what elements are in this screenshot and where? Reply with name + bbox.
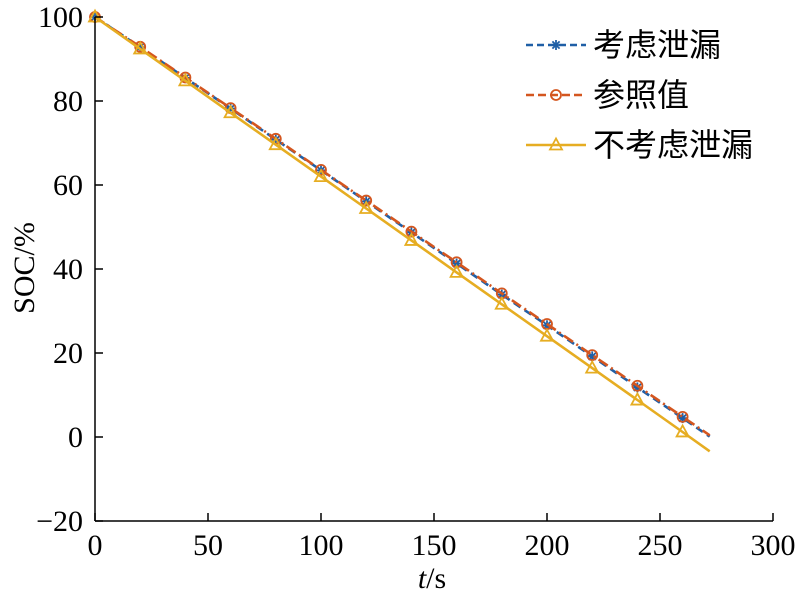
series-3-point [494, 295, 510, 310]
series-3-point [223, 104, 239, 119]
legend: 考虑泄漏 参照值 不考虑泄漏 [526, 27, 753, 163]
series-3-point [177, 72, 193, 87]
y-tick-label: 20 [53, 337, 83, 370]
series-3-point [539, 327, 555, 342]
series-3-line [94, 15, 711, 453]
series-2-point [631, 379, 644, 392]
series-3-point [132, 40, 148, 55]
y-tick-label: 0 [68, 421, 83, 454]
series-2-point [360, 194, 373, 207]
legend-entry-2: 参照值 [526, 77, 689, 113]
legend-label: 参照值 [593, 77, 689, 113]
x-tick-label: 50 [193, 529, 223, 562]
y-tick-label: 60 [53, 169, 83, 202]
x-axis-symbol: t [418, 562, 427, 595]
y-tick-label: −20 [36, 505, 83, 538]
series-3 [87, 8, 711, 453]
series-2-point [315, 163, 327, 176]
series-3-point [403, 232, 419, 246]
x-tick-label: 150 [412, 529, 457, 562]
x-tick-label: 300 [751, 529, 796, 562]
series-3-point [584, 359, 600, 374]
y-tick-label: 40 [53, 253, 83, 286]
x-axis-unit: /s [426, 562, 446, 595]
x-axis-label: t/s [418, 562, 446, 595]
x-tick-label: 0 [88, 529, 103, 562]
series-3-point [629, 391, 645, 406]
plot-series [87, 8, 711, 453]
series-3-point [268, 136, 284, 151]
legend-label: 不考虑泄漏 [593, 127, 753, 163]
series-3-point [449, 263, 465, 278]
series-3-point [675, 423, 691, 438]
legend-entry-3: 不考虑泄漏 [526, 127, 753, 163]
y-tick-label: 100 [38, 1, 83, 34]
x-tick-label: 200 [525, 529, 570, 562]
legend-marker [550, 89, 562, 101]
y-tick-label: 80 [53, 85, 83, 118]
series-2-point [405, 225, 418, 238]
legend-label: 考虑泄漏 [593, 27, 721, 63]
series-2-point [676, 410, 689, 423]
legend-marker [548, 136, 564, 151]
series-3-point [358, 200, 374, 214]
series-3-point [313, 168, 329, 183]
series-2-line [94, 15, 711, 437]
x-tick-label: 100 [299, 529, 344, 562]
x-tick-label: 250 [638, 529, 683, 562]
legend-marker [551, 40, 561, 50]
legend-entry-1: 考虑泄漏 [526, 27, 721, 63]
y-axis-label: SOC/% [8, 222, 41, 314]
